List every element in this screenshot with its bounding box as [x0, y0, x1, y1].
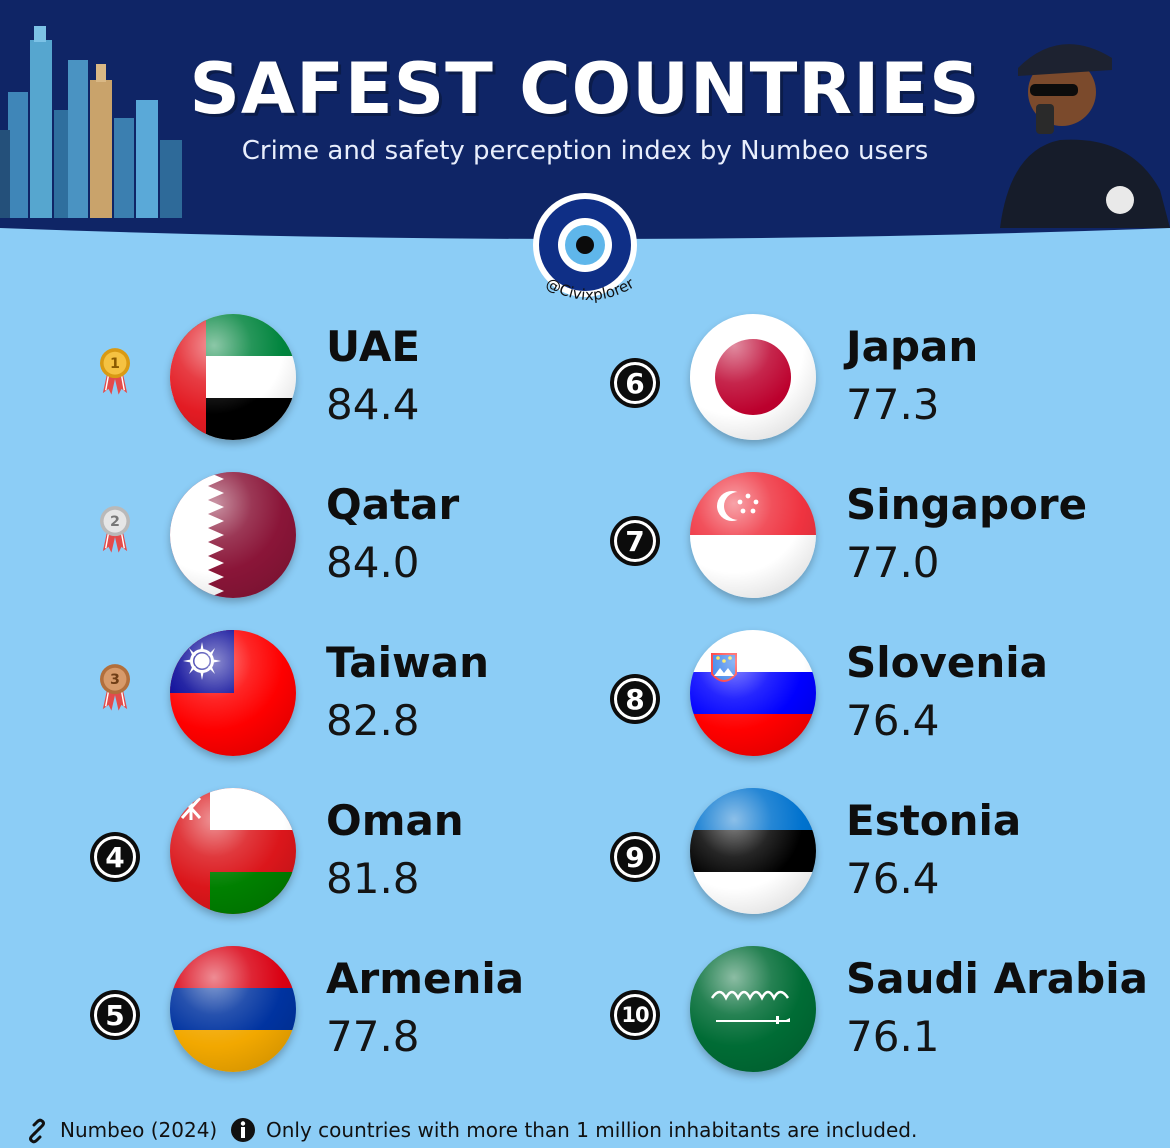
svg-text:@Civixplorer: @Civixplorer — [543, 274, 638, 304]
ranking-row: 1 UAE 84.4 — [90, 314, 590, 444]
country-name: Qatar — [326, 480, 460, 529]
safety-score: 84.4 — [326, 380, 420, 429]
safety-score: 84.0 — [326, 538, 420, 587]
rank-badge: 4 — [90, 832, 140, 882]
page-title: SAFEST COUNTRIES — [189, 48, 981, 130]
country-flag-icon — [170, 788, 296, 914]
country-flag-icon — [170, 472, 296, 598]
safety-score: 76.4 — [846, 854, 940, 903]
security-guard-illustration — [1000, 44, 1170, 228]
ranking-row: 5 Armenia 77.8 — [90, 946, 590, 1076]
country-name: Oman — [326, 796, 464, 845]
country-name: Estonia — [846, 796, 1022, 845]
gold-medal-icon: 1 — [100, 348, 130, 395]
safety-score: 77.3 — [846, 380, 940, 429]
country-name: Japan — [846, 322, 979, 371]
rank-badge: 9 — [610, 832, 660, 882]
rank-number: 3 — [110, 672, 120, 688]
rank-badge: 7 — [610, 516, 660, 566]
rank-badge: 5 — [90, 990, 140, 1040]
ranking-row: 8 Slovenia 76.4 — [610, 630, 1110, 760]
rank-number: 9 — [614, 836, 656, 878]
country-flag-icon — [170, 630, 296, 756]
safety-score: 76.4 — [846, 696, 940, 745]
ranking-row: 10 Saudi Arabia 76.1 — [610, 946, 1148, 1076]
ranking-row: 6 Japan 77.3 — [610, 314, 1110, 444]
rank-number: 8 — [614, 678, 656, 720]
footer: Numbeo (2024) Only countries with more t… — [24, 1114, 1154, 1146]
country-name: Taiwan — [326, 638, 490, 687]
footnote-text: Only countries with more than 1 million … — [266, 1118, 918, 1142]
rank-number: 2 — [110, 514, 120, 530]
rank-number: 5 — [94, 994, 136, 1036]
country-flag-icon — [690, 946, 816, 1072]
country-flag-icon — [690, 314, 816, 440]
country-name: Armenia — [326, 954, 525, 1003]
safety-score: 76.1 — [846, 1012, 940, 1061]
safety-score: 82.8 — [326, 696, 420, 745]
ranking-row: 3 Taiwan 82.8 — [90, 630, 590, 760]
rank-number: 10 — [614, 994, 656, 1036]
country-name: Saudi Arabia — [846, 954, 1148, 1003]
country-flag-icon — [170, 946, 296, 1072]
country-name: Slovenia — [846, 638, 1049, 687]
skyline-illustration — [0, 26, 182, 218]
safety-score: 77.0 — [846, 538, 940, 587]
rank-number: 4 — [94, 836, 136, 878]
page-subtitle: Crime and safety perception index by Num… — [241, 136, 929, 166]
rank-badge: 6 — [610, 358, 660, 408]
info-icon — [231, 1118, 255, 1142]
ranking-row: 7 Singapore 77.0 — [610, 472, 1110, 602]
handle-label: @Civixplorer — [543, 274, 638, 304]
bronze-medal-icon: 3 — [100, 664, 130, 711]
ranking-row: 9 Estonia 76.4 — [610, 788, 1110, 918]
country-name: UAE — [326, 322, 421, 371]
country-name: Singapore — [846, 480, 1088, 529]
rank-number: 6 — [614, 362, 656, 404]
country-flag-icon — [170, 314, 296, 440]
country-flag-icon — [690, 630, 816, 756]
country-flag-icon — [690, 472, 816, 598]
safety-score: 81.8 — [326, 854, 420, 903]
safety-score: 77.8 — [326, 1012, 420, 1061]
silver-medal-icon: 2 — [100, 506, 130, 553]
nazar-eye-logo-icon — [533, 193, 637, 297]
rank-number: 7 — [614, 520, 656, 562]
ranking-row: 2 Qatar 84.0 — [90, 472, 590, 602]
handle-text: @Civixplorer — [543, 274, 638, 304]
rank-badge: 10 — [610, 990, 660, 1040]
ranking-row: 4 Oman 81.8 — [90, 788, 590, 918]
header-background — [0, 0, 1170, 239]
header-banner: SAFEST COUNTRIES Crime and safety percep… — [0, 0, 1170, 260]
source-text: Numbeo (2024) — [60, 1118, 218, 1142]
country-flag-icon — [690, 788, 816, 914]
rank-badge: 8 — [610, 674, 660, 724]
rank-number: 1 — [110, 356, 120, 372]
link-icon — [29, 1118, 45, 1144]
